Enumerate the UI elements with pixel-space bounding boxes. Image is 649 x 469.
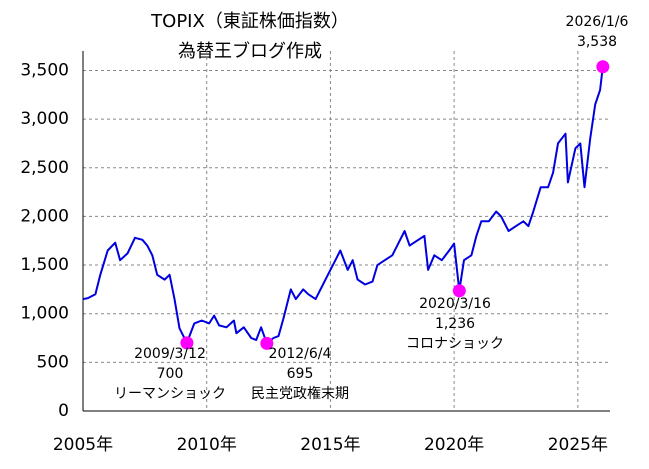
y-tick-label: 2,500 [20,158,69,178]
annotation-marker [260,336,274,350]
y-tick-label: 3,500 [20,60,69,80]
annotation-note: リーマンショック [114,386,226,402]
y-tick-label: 3,000 [20,109,69,129]
y-tick-label: 500 [37,352,69,372]
x-tick-label: 2010年 [177,435,237,455]
x-tick-label: 2005年 [53,435,113,455]
data-line [82,66,604,345]
annotation-value: 695 [287,366,314,382]
annotation-date: 2020/3/16 [419,296,491,312]
x-tick-label: 2025年 [548,435,608,455]
chart-title: TOPIX（東証株価指数） [150,11,349,32]
annotation-value: 3,538 [577,34,617,50]
y-tick-label: 0 [58,401,69,421]
x-tick-label: 2015年 [300,435,360,455]
annotation-value: 700 [157,366,184,382]
chart-subtitle: 為替王ブログ作成 [178,40,322,62]
annotation-date: 2026/1/6 [566,14,629,30]
annotation-note: 民主党政権末期 [251,385,349,402]
annotation-marker [180,336,194,350]
y-tick-label: 1,500 [20,255,69,275]
annotation-note: コロナショック [406,336,504,352]
annotation-marker [596,60,610,74]
annotation-date: 2009/3/12 [134,346,206,362]
annotation-date: 2012/6/4 [269,346,332,362]
y-tick-label: 2,000 [20,206,69,226]
x-tick-label: 2020年 [424,435,484,455]
y-tick-label: 1,000 [20,304,69,324]
annotation-marker [452,284,466,298]
annotation-value: 1,236 [435,316,475,332]
